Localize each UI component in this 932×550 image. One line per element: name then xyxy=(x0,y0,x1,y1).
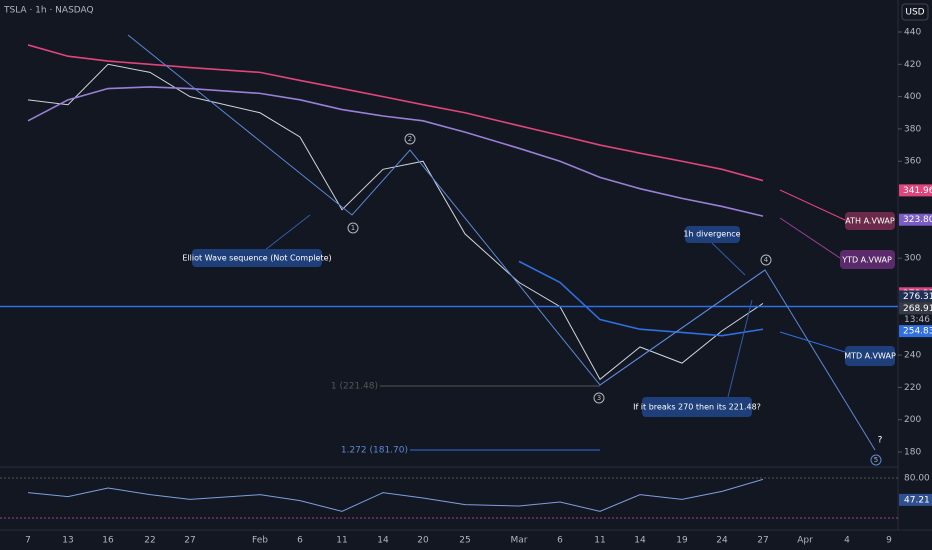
y-tick-label: 440 xyxy=(904,28,921,38)
wave-line xyxy=(599,269,766,386)
x-tick-label: 14 xyxy=(377,536,389,546)
currency[interactable]: USD xyxy=(905,8,924,18)
y-tick-label: 240 xyxy=(904,351,921,361)
x-tick-label: 13 xyxy=(62,536,73,546)
price-badge-label: 341.96 xyxy=(903,186,932,196)
x-tick-label: 4 xyxy=(844,536,850,546)
x-tick-label: 20 xyxy=(417,536,429,546)
plot xyxy=(0,31,902,519)
price-badge-label: 276.31 xyxy=(903,292,932,302)
fib-label: 1 (221.48) xyxy=(331,382,378,392)
price-badge xyxy=(899,213,932,226)
series-line xyxy=(27,478,764,512)
callout xyxy=(845,212,895,230)
x-tick-label: Mar xyxy=(511,536,528,546)
x-tick-label: 9 xyxy=(886,536,892,546)
callout-pointer xyxy=(779,189,846,221)
x-tick-label: 6 xyxy=(297,536,303,546)
callout-text: Elliot Wave sequence (Not Complete) xyxy=(182,254,331,263)
x-tick-label: Apr xyxy=(797,536,813,546)
callout-pointer xyxy=(779,217,841,259)
currency-box[interactable] xyxy=(901,3,929,21)
callout-pointer xyxy=(727,299,753,398)
y-tick-label: 420 xyxy=(904,60,921,70)
callout-text: MTD A.VWAP xyxy=(844,352,896,361)
x-tick-label: 7 xyxy=(25,536,31,546)
y-tick-label: 400 xyxy=(904,92,921,102)
callout xyxy=(685,226,740,243)
x-tick-label: Feb xyxy=(252,536,268,546)
callout xyxy=(642,397,752,417)
y-tick-label: 180 xyxy=(904,448,921,458)
y-tick-label: 200 xyxy=(904,415,921,425)
callout xyxy=(845,346,895,366)
price-badge xyxy=(899,184,932,197)
fib-label: 1.272 (181.70) xyxy=(341,446,408,456)
x-tick-label: 22 xyxy=(144,536,155,546)
price-badge xyxy=(899,290,932,303)
callout-text: If it breaks 270 then its 221.48? xyxy=(633,403,761,412)
callout-text: YTD A.VWAP xyxy=(841,256,892,265)
y-tick-label: 220 xyxy=(904,383,921,393)
price-badge xyxy=(899,325,932,338)
callout-text: ATH A.VWAP xyxy=(845,217,895,226)
wave-label: 3 xyxy=(597,394,601,402)
x-tick-label: 16 xyxy=(102,536,114,546)
x-tick-label: 25 xyxy=(459,536,470,546)
wave-label: 5 xyxy=(874,456,878,464)
y-tick-label: 380 xyxy=(904,124,921,134)
rsi-tick-label: 80.00 xyxy=(904,474,930,484)
question-mark: ? xyxy=(878,436,883,446)
x-tick-label: 6 xyxy=(557,536,563,546)
price-badge-label: 268.91 xyxy=(903,304,932,314)
callout-pointer xyxy=(264,214,311,251)
x-tick-label: 27 xyxy=(184,536,195,546)
series-line xyxy=(518,260,764,337)
countdown: 13:46 xyxy=(904,315,930,325)
price-badge-label: 323.80 xyxy=(903,215,932,225)
x-tick-label: 24 xyxy=(716,536,728,546)
callout-pointer xyxy=(779,331,846,353)
series-line xyxy=(27,86,764,217)
series-line xyxy=(27,63,764,381)
callout-text: 1h divergence xyxy=(683,230,740,239)
callout xyxy=(840,250,895,269)
wave-label: 4 xyxy=(764,256,769,264)
wave-label: 1 xyxy=(351,224,355,232)
series-line xyxy=(27,44,764,182)
callout-pointer xyxy=(711,242,746,276)
x-tick-label: 27 xyxy=(757,536,768,546)
wave-label: 2 xyxy=(408,135,412,143)
wave-lines xyxy=(127,34,876,451)
x-tick-label: 14 xyxy=(634,536,646,546)
y-tick-label: 360 xyxy=(904,157,921,167)
rsi-badge xyxy=(899,493,932,506)
price-badge xyxy=(899,302,932,315)
wave-labels: 1 2 3 4 5 ? xyxy=(347,133,883,466)
rsi-badge-label: 47.21 xyxy=(904,495,930,505)
symbol-title[interactable]: TSLA · 1h · NASDAQ xyxy=(3,6,94,16)
x-tick-label: 11 xyxy=(594,536,605,546)
x-tick-label: 19 xyxy=(676,536,688,546)
price-badge-label: 254.83 xyxy=(903,327,932,337)
callout xyxy=(192,249,322,267)
x-tick-label: 11 xyxy=(336,536,347,546)
y-tick-label: 300 xyxy=(904,254,921,264)
